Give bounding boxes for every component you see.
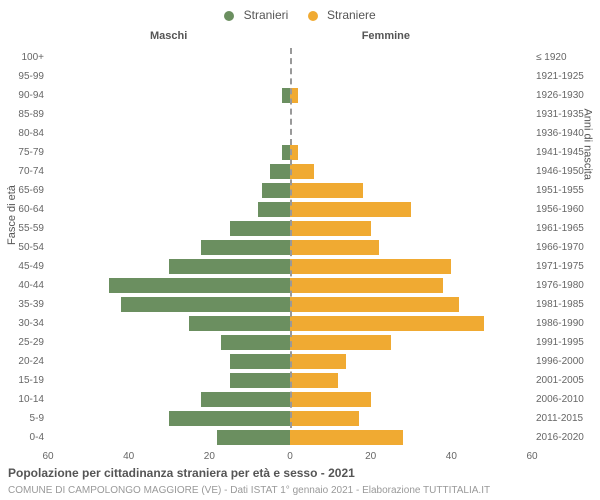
year-label: 1971-1975 bbox=[536, 261, 596, 272]
x-tick-label: 60 bbox=[42, 451, 53, 462]
age-label: 85-89 bbox=[6, 109, 44, 120]
legend-male-label: Stranieri bbox=[244, 8, 289, 22]
age-label: 10-14 bbox=[6, 394, 44, 405]
year-label: 1936-1940 bbox=[536, 128, 596, 139]
bar-male bbox=[189, 316, 290, 331]
year-label: 1966-1970 bbox=[536, 242, 596, 253]
x-tick-label: 0 bbox=[287, 451, 293, 462]
year-label: 1986-1990 bbox=[536, 318, 596, 329]
age-label: 50-54 bbox=[6, 242, 44, 253]
age-label: 80-84 bbox=[6, 128, 44, 139]
bar-male bbox=[230, 373, 291, 388]
subtitle-maschi: Maschi bbox=[150, 30, 187, 42]
bar-female bbox=[290, 335, 391, 350]
bar-male bbox=[262, 183, 290, 198]
year-label: 1946-1950 bbox=[536, 166, 596, 177]
bar-male bbox=[221, 335, 290, 350]
age-label: 5-9 bbox=[6, 413, 44, 424]
bar-female bbox=[290, 297, 459, 312]
x-tick-label: 20 bbox=[204, 451, 215, 462]
year-label: 1976-1980 bbox=[536, 280, 596, 291]
year-label: 1926-1930 bbox=[536, 90, 596, 101]
bar-female bbox=[290, 259, 451, 274]
bar-male bbox=[201, 240, 290, 255]
year-label: 1941-1945 bbox=[536, 147, 596, 158]
age-label: 95-99 bbox=[6, 71, 44, 82]
age-label: 75-79 bbox=[6, 147, 44, 158]
age-label: 65-69 bbox=[6, 185, 44, 196]
bar-female bbox=[290, 202, 411, 217]
bar-male bbox=[201, 392, 290, 407]
chart-legend: Stranieri Straniere bbox=[0, 8, 600, 22]
age-label: 15-19 bbox=[6, 375, 44, 386]
bar-female bbox=[290, 373, 338, 388]
age-label: 20-24 bbox=[6, 356, 44, 367]
bar-male bbox=[217, 430, 290, 445]
age-label: 40-44 bbox=[6, 280, 44, 291]
chart-title: Popolazione per cittadinanza straniera p… bbox=[8, 466, 355, 480]
x-tick-label: 40 bbox=[446, 451, 457, 462]
bar-female bbox=[290, 240, 379, 255]
year-label: 1961-1965 bbox=[536, 223, 596, 234]
legend-dot-female bbox=[308, 11, 318, 21]
subtitle-femmine: Femmine bbox=[362, 30, 410, 42]
year-label: 1931-1935 bbox=[536, 109, 596, 120]
year-label: ≤ 1920 bbox=[536, 52, 596, 63]
bar-female bbox=[290, 354, 346, 369]
bar-male bbox=[230, 354, 291, 369]
year-label: 2006-2010 bbox=[536, 394, 596, 405]
bar-female bbox=[290, 430, 403, 445]
year-label: 1996-2000 bbox=[536, 356, 596, 367]
bar-male bbox=[282, 88, 290, 103]
year-label: 1991-1995 bbox=[536, 337, 596, 348]
chart-footer: COMUNE DI CAMPOLONGO MAGGIORE (VE) - Dat… bbox=[8, 485, 490, 496]
bar-male bbox=[230, 221, 291, 236]
year-label: 2011-2015 bbox=[536, 413, 596, 424]
year-label: 1921-1925 bbox=[536, 71, 596, 82]
age-label: 35-39 bbox=[6, 299, 44, 310]
age-label: 25-29 bbox=[6, 337, 44, 348]
year-label: 1956-1960 bbox=[536, 204, 596, 215]
bar-female bbox=[290, 411, 359, 426]
age-label: 70-74 bbox=[6, 166, 44, 177]
pyramid-chart: 100+≤ 192095-991921-192590-941926-193085… bbox=[48, 48, 532, 448]
bar-female bbox=[290, 164, 314, 179]
year-label: 1981-1985 bbox=[536, 299, 596, 310]
year-label: 2016-2020 bbox=[536, 432, 596, 443]
age-label: 30-34 bbox=[6, 318, 44, 329]
age-label: 0-4 bbox=[6, 432, 44, 443]
legend-male: Stranieri bbox=[224, 8, 288, 22]
pyramid-row: 0-42016-2020 bbox=[48, 428, 532, 447]
bar-female bbox=[290, 183, 363, 198]
bar-male bbox=[258, 202, 290, 217]
age-label: 90-94 bbox=[6, 90, 44, 101]
age-label: 55-59 bbox=[6, 223, 44, 234]
bar-male bbox=[282, 145, 290, 160]
x-tick-label: 40 bbox=[123, 451, 134, 462]
bar-female bbox=[290, 316, 484, 331]
bar-female bbox=[290, 221, 371, 236]
legend-female: Straniere bbox=[308, 8, 376, 22]
bar-female bbox=[290, 278, 443, 293]
x-tick-label: 60 bbox=[526, 451, 537, 462]
age-label: 100+ bbox=[6, 52, 44, 63]
bar-male bbox=[109, 278, 291, 293]
bar-female bbox=[290, 392, 371, 407]
legend-dot-male bbox=[224, 11, 234, 21]
year-label: 1951-1955 bbox=[536, 185, 596, 196]
bar-male bbox=[270, 164, 290, 179]
center-axis-line bbox=[290, 48, 292, 428]
age-label: 60-64 bbox=[6, 204, 44, 215]
legend-female-label: Straniere bbox=[327, 8, 376, 22]
x-tick-label: 20 bbox=[365, 451, 376, 462]
age-label: 45-49 bbox=[6, 261, 44, 272]
year-label: 2001-2005 bbox=[536, 375, 596, 386]
bar-male bbox=[169, 259, 290, 274]
bar-male bbox=[121, 297, 290, 312]
bar-male bbox=[169, 411, 290, 426]
